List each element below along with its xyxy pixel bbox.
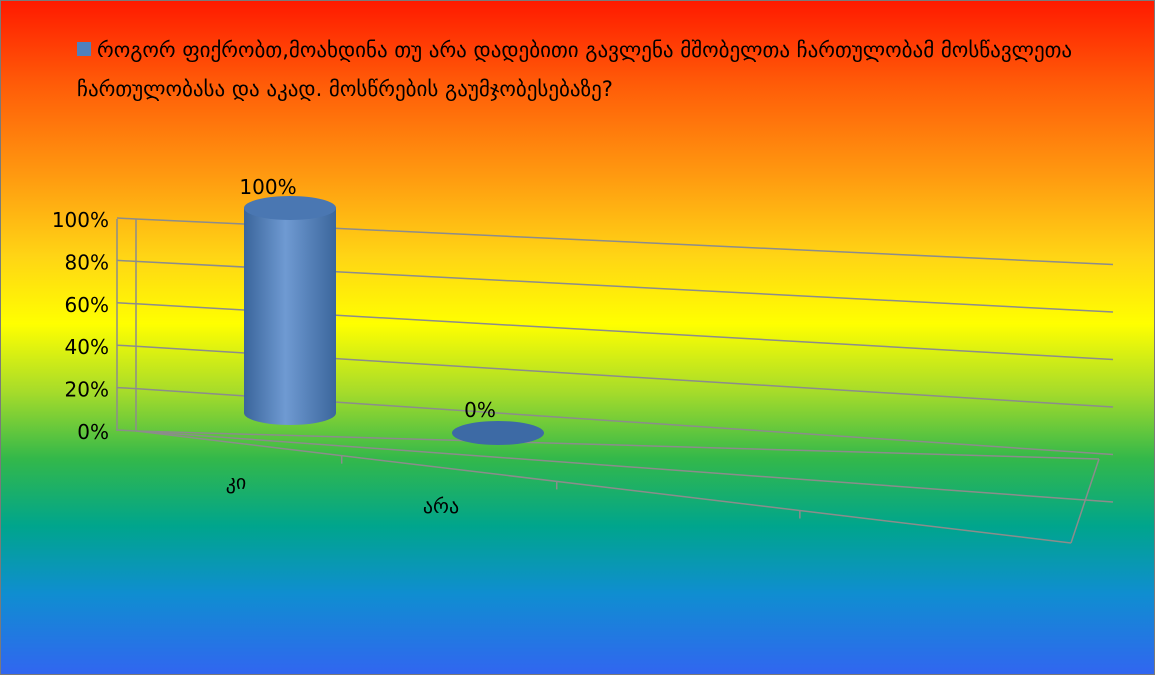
bar-cylinder-top bbox=[244, 196, 336, 220]
side-wall-line bbox=[116, 344, 137, 347]
y-tick-label: 0% bbox=[77, 420, 109, 444]
side-wall-line bbox=[116, 217, 137, 220]
y-tick-label: 60% bbox=[65, 293, 109, 317]
floor-back-edge bbox=[135, 430, 1100, 460]
gridline bbox=[135, 430, 1114, 503]
data-label: 0% bbox=[464, 398, 496, 422]
side-wall-line bbox=[116, 429, 137, 432]
x-axis-line bbox=[135, 430, 1072, 544]
y-tick-label: 20% bbox=[65, 378, 109, 402]
legend-swatch bbox=[77, 42, 91, 56]
data-label: 100% bbox=[239, 175, 296, 199]
legend-label: როგორ ფიქრობთ,მოახდინა თუ არა დადებითი გ… bbox=[77, 38, 1073, 101]
legend: როგორ ფიქრობთ,მოახდინა თუ არა დადებითი გ… bbox=[77, 31, 1087, 109]
floor-side-edge bbox=[1070, 458, 1100, 544]
x-tick-label: არა bbox=[423, 494, 459, 518]
y-tick-label: 80% bbox=[65, 250, 109, 274]
x-tick-label: კი bbox=[226, 470, 247, 494]
bar-cylinder-top bbox=[452, 421, 544, 445]
side-wall-line bbox=[116, 302, 137, 305]
y-tick-label: 100% bbox=[52, 208, 109, 232]
y-tick-label: 40% bbox=[65, 335, 109, 359]
side-wall-line bbox=[116, 386, 137, 390]
bar-cylinder-body bbox=[244, 208, 336, 425]
side-wall-line bbox=[116, 259, 137, 263]
